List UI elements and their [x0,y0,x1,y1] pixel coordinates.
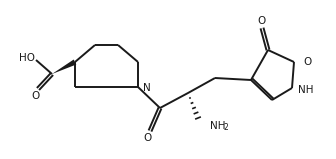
Text: NH: NH [210,121,225,131]
Text: O: O [258,16,266,26]
Text: O: O [32,91,40,101]
Text: O: O [303,57,311,67]
Text: O: O [144,133,152,143]
Text: NH: NH [298,85,313,95]
Text: 2: 2 [224,124,229,132]
Text: N: N [143,83,151,93]
Text: HO: HO [19,53,35,63]
Polygon shape [52,59,76,74]
